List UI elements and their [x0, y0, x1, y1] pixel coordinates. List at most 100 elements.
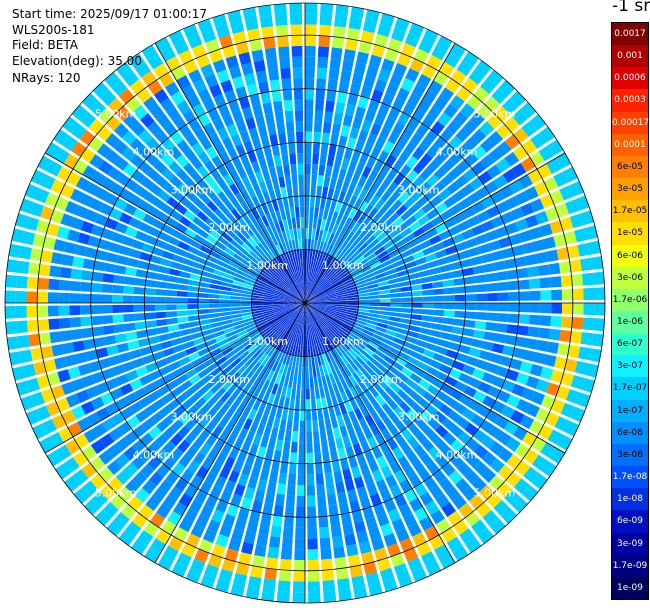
ray-bin	[168, 360, 181, 372]
ray-bin	[269, 133, 279, 146]
ray-bin	[419, 167, 433, 181]
ray-bin	[311, 174, 318, 186]
ray-bin	[176, 552, 192, 568]
colorbar-level: 6e-06	[612, 244, 648, 267]
ray-bin	[285, 354, 292, 366]
colorbar-level: 1e-05	[612, 222, 648, 245]
ray-bin	[144, 403, 158, 417]
ray-bin	[209, 229, 222, 241]
ray-bin	[380, 163, 392, 177]
ray-bin	[176, 290, 188, 297]
ray-bin	[377, 378, 389, 390]
ray-bin	[185, 417, 198, 431]
ray-bin	[51, 385, 65, 399]
ray-bin	[285, 252, 292, 263]
ray-bin	[293, 323, 299, 334]
ray-bin	[310, 323, 315, 334]
ray-bin	[349, 361, 359, 372]
ray-bin	[161, 137, 176, 152]
ray-bin	[177, 183, 191, 196]
ray-bin	[191, 423, 204, 437]
ray-bin	[198, 428, 211, 442]
ray-bin	[386, 437, 399, 451]
ray-bin	[346, 544, 359, 557]
ray-bin	[265, 557, 279, 570]
ray-bin	[320, 281, 330, 290]
ray-bin	[311, 272, 317, 283]
ray-bin	[95, 509, 112, 526]
ray-bin	[193, 78, 207, 93]
ray-bin	[452, 326, 464, 335]
ray-bin	[267, 249, 276, 260]
ray-bin	[342, 413, 352, 425]
ray-bin	[368, 527, 382, 541]
ray-bin	[306, 270, 309, 282]
ray-bin	[107, 443, 122, 459]
ray-bin	[311, 323, 317, 334]
ray-bin	[282, 197, 289, 209]
ray-bin	[311, 285, 319, 295]
ray-bin	[461, 228, 475, 240]
ray-bin	[287, 263, 294, 274]
ray-bin	[324, 231, 332, 243]
ray-bin	[323, 286, 334, 294]
ray-bin	[262, 102, 273, 115]
ray-bin	[312, 288, 322, 297]
ray-bin	[190, 474, 204, 489]
ray-bin	[422, 372, 435, 384]
ray-bin	[307, 516, 317, 528]
ray-bin	[414, 384, 427, 397]
ray-bin	[263, 425, 272, 438]
ray-bin	[525, 403, 540, 418]
ray-bin	[291, 261, 297, 273]
ray-bin	[273, 324, 283, 334]
ray-bin	[38, 332, 52, 345]
ray-bin	[413, 345, 426, 355]
ray-bin	[454, 303, 466, 310]
ray-bin	[447, 410, 462, 423]
ray-bin	[193, 337, 205, 346]
ray-bin	[46, 450, 63, 467]
ray-bin	[442, 446, 457, 461]
ray-bin	[309, 249, 313, 261]
ray-bin	[324, 220, 331, 232]
colorbar-level: 0.0003	[612, 89, 648, 112]
ray-bin	[467, 215, 481, 228]
ray-bin	[421, 424, 434, 438]
ray-bin	[281, 280, 290, 289]
ray-bin	[305, 299, 316, 303]
ray-bin	[361, 350, 372, 360]
colorbar-level: 3e-08	[612, 443, 648, 467]
ray-bin	[345, 283, 356, 290]
ray-bin	[305, 303, 313, 311]
ray-bin	[5, 290, 16, 303]
ray-bin	[137, 260, 150, 270]
ray-bin	[339, 425, 349, 438]
ray-bin	[268, 68, 280, 81]
ray-bin	[232, 31, 247, 45]
ray-bin	[156, 211, 170, 223]
ray-bin	[312, 344, 317, 356]
ray-bin	[352, 358, 363, 370]
ray-bin	[158, 231, 171, 242]
ray-bin	[574, 360, 588, 375]
ray-bin	[318, 252, 324, 263]
ray-bin	[392, 186, 405, 199]
ray-bin	[192, 410, 205, 423]
ray-bin	[252, 292, 263, 297]
ray-bin	[185, 346, 198, 356]
ray-bin	[98, 238, 111, 251]
ray-bin	[197, 347, 210, 357]
ray-bin	[384, 386, 396, 398]
ray-bin	[191, 184, 204, 197]
ray-bin	[253, 60, 266, 73]
ray-bin	[420, 355, 433, 365]
ray-bin	[373, 159, 384, 173]
ray-bin	[284, 505, 295, 517]
ray-bin	[307, 538, 318, 550]
ray-bin	[369, 260, 381, 269]
ray-bin	[324, 255, 332, 266]
ray-bin	[393, 62, 408, 77]
ray-bin	[249, 268, 260, 277]
ray-bin	[363, 249, 374, 259]
